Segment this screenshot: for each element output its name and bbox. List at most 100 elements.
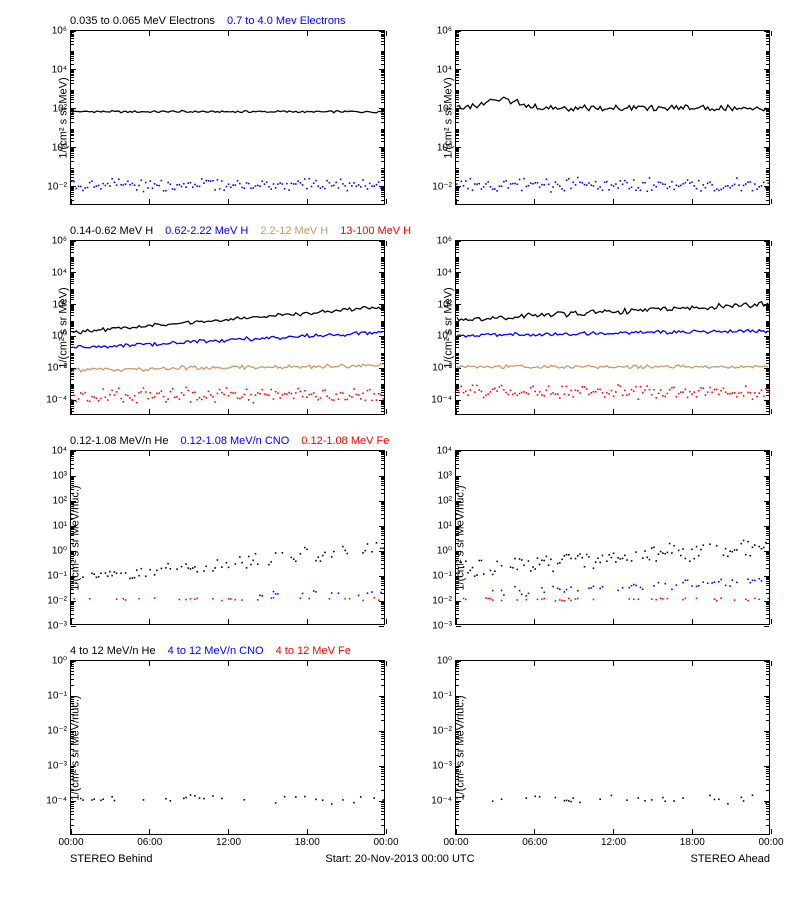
x-tick-mark: [771, 199, 772, 204]
data-layer: [456, 661, 769, 834]
data-layer: [456, 31, 769, 204]
y-tick-mark: [71, 626, 76, 627]
x-tick-label: 12:00: [216, 834, 241, 848]
x-tick-label: 12:00: [601, 834, 626, 848]
y-tick-label: 10⁻⁴: [431, 796, 456, 807]
right-spacecraft-label: STEREO Ahead: [691, 853, 771, 865]
data-layer: [71, 241, 384, 414]
y-tick-label: 10⁶: [437, 236, 456, 247]
y-tick-label: 10⁰: [52, 331, 71, 342]
y-tick-label: 10⁻⁴: [46, 796, 71, 807]
x-tick-mark: [386, 619, 387, 624]
y-tick-mark: [379, 626, 384, 627]
x-tick-mark: [771, 31, 772, 36]
data-layer: [71, 31, 384, 204]
left-spacecraft-label: STEREO Behind: [70, 853, 153, 865]
y-tick-mark: [456, 626, 461, 627]
y-tick-label: 10²: [53, 103, 71, 114]
y-tick-label: 10⁰: [437, 331, 456, 342]
legend-item: 4 to 12 MeV Fe: [276, 645, 351, 657]
legend-item: 0.035 to 0.065 MeV Electrons: [70, 15, 215, 27]
legend-item: 0.14-0.62 MeV H: [70, 225, 153, 237]
x-tick-label: 18:00: [295, 834, 320, 848]
y-tick-label: 10²: [53, 299, 71, 310]
y-tick-label: 10⁴: [437, 446, 456, 457]
y-tick-label: 10⁻³: [432, 761, 456, 772]
y-tick-label: 10⁰: [52, 142, 71, 153]
y-tick-label: 10⁶: [52, 26, 71, 37]
y-tick-label: 10⁰: [437, 142, 456, 153]
y-tick-mark: [764, 626, 769, 627]
row-0: 0.035 to 0.065 MeV Electrons0.7 to 4.0 M…: [10, 30, 790, 205]
y-tick-label: 10²: [53, 496, 71, 507]
row-legend: 0.035 to 0.065 MeV Electrons 0.7 to 4.0 M…: [70, 15, 358, 27]
legend-item: 0.12-1.08 MeV/n CNO: [180, 435, 289, 447]
y-tick-label: 10²: [438, 299, 456, 310]
x-tick-mark: [386, 451, 387, 456]
x-tick-label: 00:00: [758, 834, 783, 848]
legend-item: 0.12-1.08 MeV Fe: [301, 435, 389, 447]
right-panel-row0: 1/(cm² s sr MeV)10⁻²10⁰10²10⁴10⁶: [455, 30, 770, 205]
data-layer: [71, 451, 384, 624]
row-1: 0.14-0.62 MeV H0.62-2.22 MeV H2.2-12 MeV…: [10, 240, 790, 415]
x-tick-label: 00:00: [58, 834, 83, 848]
x-tick-mark: [771, 451, 772, 456]
y-tick-label: 10²: [438, 103, 456, 114]
y-tick-label: 10⁴: [52, 64, 71, 75]
left-panel-row0: 1/(cm² s sr MeV)10⁻²10⁰10²10⁴10⁶: [70, 30, 385, 205]
y-tick-label: 10¹: [53, 521, 71, 532]
y-tick-label: 10⁻²: [432, 596, 456, 607]
stereo-flux-figure: 0.035 to 0.065 MeV Electrons 0.7 to 4.0 M…: [10, 10, 790, 890]
y-tick-label: 10⁰: [52, 656, 71, 667]
row-legend: 4 to 12 MeV/n He 4 to 12 MeV/n CNO 4 to 12…: [70, 645, 363, 657]
x-tick-label: 18:00: [680, 834, 705, 848]
right-panel-row3: 1/(cm² s sr MeV/nuc.)10⁻⁴10⁻³10⁻²10⁻¹10⁰…: [455, 660, 770, 835]
y-tick-label: 10¹: [438, 521, 456, 532]
y-tick-label: 10⁻²: [47, 363, 71, 374]
y-tick-label: 10⁶: [437, 26, 456, 37]
legend-item: 4 to 12 MeV/n He: [70, 645, 156, 657]
legend-item: 4 to 12 MeV/n CNO: [168, 645, 264, 657]
x-tick-mark: [386, 409, 387, 414]
y-tick-label: 10⁻⁴: [46, 395, 71, 406]
data-layer: [71, 661, 384, 834]
row-legend: 0.14-0.62 MeV H0.62-2.22 MeV H2.2-12 MeV…: [70, 225, 423, 237]
y-tick-label: 10³: [53, 471, 71, 482]
y-tick-label: 10⁻¹: [432, 691, 456, 702]
x-tick-label: 06:00: [522, 834, 547, 848]
y-tick-label: 10⁻²: [47, 596, 71, 607]
y-tick-label: 10⁻³: [47, 761, 71, 772]
legend-item: 0.7 to 4.0 Mev Electrons: [227, 15, 346, 27]
data-layer: [456, 451, 769, 624]
y-tick-label: 10⁶: [52, 236, 71, 247]
y-tick-label: 10⁰: [52, 546, 71, 557]
y-tick-label: 10⁴: [437, 267, 456, 278]
y-tick-label: 10⁻¹: [432, 571, 456, 582]
y-tick-label: 10⁻²: [432, 726, 456, 737]
left-panel-row2: 1/(cm² s sr MeV/nuc.)10⁻³10⁻²10⁻¹10⁰10¹1…: [70, 450, 385, 625]
left-panel-row1: 1/(cm² s sr MeV)10⁻⁴10⁻²10⁰10²10⁴10⁶: [70, 240, 385, 415]
y-tick-label: 10⁰: [437, 546, 456, 557]
y-tick-label: 10⁻²: [432, 181, 456, 192]
legend-item: 2.2-12 MeV H: [260, 225, 328, 237]
x-tick-label: 00:00: [443, 834, 468, 848]
right-panel-row1: 1/(cm² s sr MeV)10⁻⁴10⁻²10⁰10²10⁴10⁶: [455, 240, 770, 415]
legend-item: 13-100 MeV H: [340, 225, 411, 237]
y-tick-label: 10⁻³: [47, 621, 71, 632]
legend-item: 0.12-1.08 MeV/n He: [70, 435, 168, 447]
left-panel-row3: 1/(cm² s sr MeV/nuc.)10⁻⁴10⁻³10⁻²10⁻¹10⁰…: [70, 660, 385, 835]
y-tick-label: 10²: [438, 496, 456, 507]
row-2: 0.12-1.08 MeV/n He0.12-1.08 MeV/n CNO0.1…: [10, 450, 790, 625]
x-tick-mark: [386, 199, 387, 204]
x-tick-label: 06:00: [137, 834, 162, 848]
y-tick-label: 10⁻⁴: [431, 395, 456, 406]
x-tick-mark: [386, 31, 387, 36]
x-tick-mark: [386, 241, 387, 246]
x-tick-mark: [771, 241, 772, 246]
start-time-label: Start: 20-Nov-2013 00:00 UTC: [325, 853, 474, 865]
x-tick-mark: [771, 409, 772, 414]
row-3: 4 to 12 MeV/n He4 to 12 MeV/n CNO4 to 12…: [10, 660, 790, 835]
y-tick-label: 10⁻¹: [47, 691, 71, 702]
x-tick-mark: [771, 661, 772, 666]
x-tick-label: 00:00: [373, 834, 398, 848]
